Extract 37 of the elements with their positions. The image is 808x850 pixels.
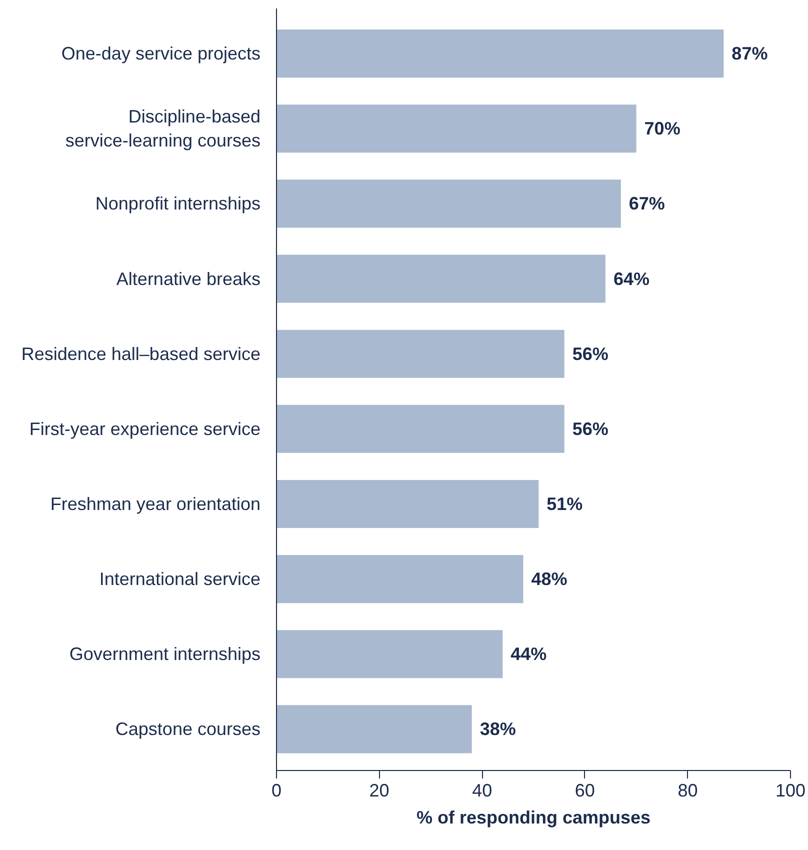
- bar: [276, 480, 539, 528]
- data-label: 44%: [510, 644, 547, 664]
- data-label: 38%: [480, 719, 516, 740]
- x-tick-label: 80: [678, 780, 698, 800]
- x-tick-label: 20: [369, 780, 390, 800]
- data-label: 67%: [628, 194, 665, 214]
- y-tick-label: One-day service projects: [61, 44, 261, 64]
- y-tick-label: Alternative breaks: [116, 268, 261, 289]
- y-tick-label: Government internships: [69, 644, 260, 664]
- bar: [276, 30, 724, 78]
- bar: [276, 404, 564, 453]
- bar: [276, 104, 636, 153]
- bar: [276, 180, 621, 228]
- data-label: 64%: [613, 268, 650, 289]
- data-label: 87%: [732, 44, 768, 64]
- bar: [276, 254, 606, 303]
- bar: [276, 555, 524, 604]
- x-tick-label: 100: [775, 780, 806, 800]
- bar: [276, 705, 472, 754]
- x-tick-label: 40: [472, 780, 492, 800]
- y-tick-label: Nonprofit internships: [95, 194, 261, 214]
- data-label: 56%: [572, 344, 608, 364]
- y-tick-label: Capstone courses: [115, 719, 261, 740]
- bar: [276, 330, 564, 378]
- y-tick-label: Residence hall–based service: [21, 344, 261, 364]
- data-label: 48%: [531, 569, 568, 590]
- y-tick-label: Freshman year orientation: [50, 494, 261, 514]
- x-tick-label: 0: [271, 780, 282, 800]
- y-tick-label: First-year experience service: [29, 418, 261, 439]
- x-tick-label: 60: [574, 780, 595, 800]
- bar: [276, 630, 503, 678]
- y-tick-label: Discipline-based service-learning courses: [65, 106, 261, 151]
- data-label: 70%: [644, 118, 680, 139]
- x-axis-title: % of responding campuses: [416, 808, 651, 828]
- data-label: 51%: [546, 494, 583, 514]
- y-tick-label: International service: [99, 569, 261, 590]
- data-label: 56%: [572, 418, 608, 439]
